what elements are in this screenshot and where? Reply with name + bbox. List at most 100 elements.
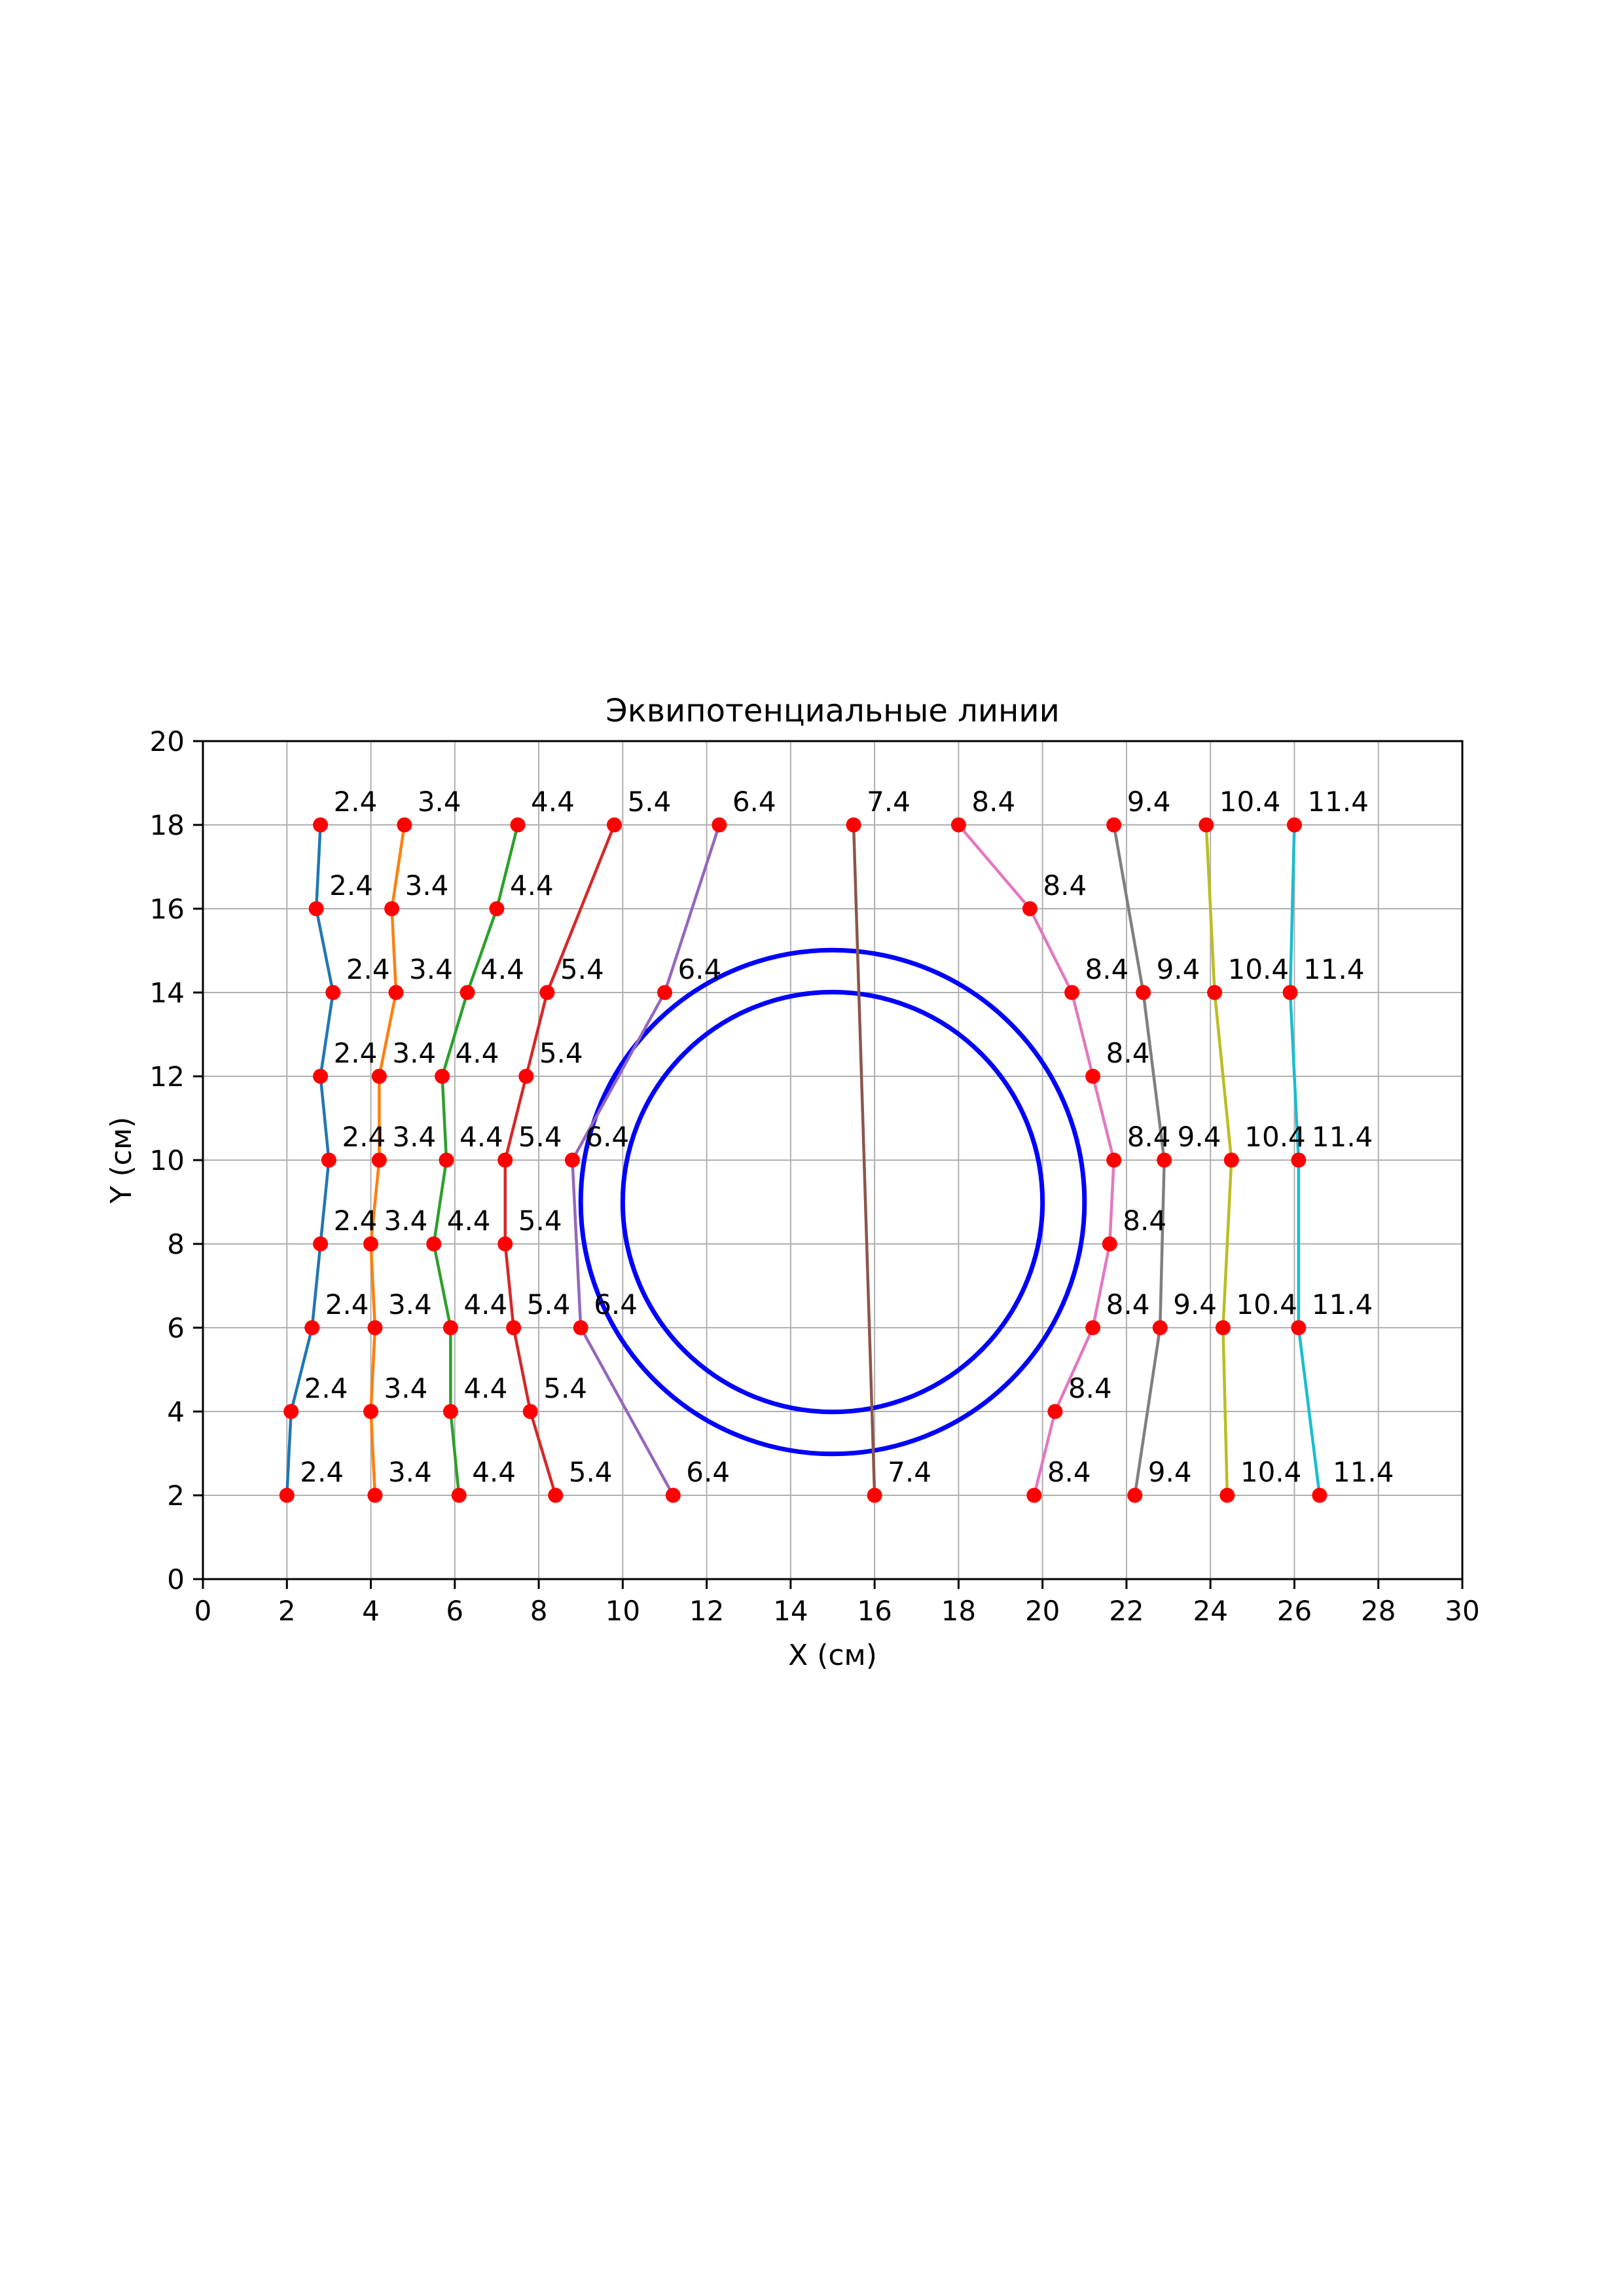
- data-point: [846, 817, 861, 833]
- point-label: 8.4: [1123, 1205, 1166, 1237]
- point-label: 5.4: [518, 1205, 562, 1237]
- series-line-7.4: [852, 824, 876, 1496]
- point-label: 5.4: [539, 1037, 583, 1069]
- y-tick-label: 8: [167, 1228, 185, 1260]
- data-point: [313, 1068, 329, 1084]
- point-label: 2.4: [334, 1037, 378, 1069]
- point-label: 2.4: [334, 1205, 378, 1237]
- x-tick-label: 10: [605, 1595, 640, 1627]
- data-point: [371, 1068, 387, 1084]
- x-tick-label: 2: [278, 1595, 296, 1627]
- point-label: 3.4: [384, 1205, 428, 1237]
- point-label: 5.4: [628, 786, 672, 818]
- x-tick-label: 20: [1025, 1595, 1060, 1627]
- data-point: [1047, 1404, 1063, 1419]
- point-label: 8.4: [1047, 1456, 1091, 1488]
- point-label: 9.4: [1173, 1288, 1217, 1321]
- data-point: [1085, 1320, 1101, 1336]
- x-tick-label: 24: [1193, 1595, 1227, 1627]
- point-label: 11.4: [1303, 953, 1365, 985]
- x-tick-label: 18: [941, 1595, 976, 1627]
- data-point: [451, 1487, 467, 1503]
- data-point: [1282, 985, 1298, 1000]
- point-label: 7.4: [867, 786, 911, 818]
- data-point: [1286, 817, 1302, 833]
- y-tick-label: 12: [150, 1061, 185, 1093]
- x-tick-label: 8: [530, 1595, 548, 1627]
- data-point: [506, 1320, 522, 1336]
- data-point: [1157, 1152, 1172, 1168]
- point-label: 11.4: [1307, 786, 1369, 818]
- data-point: [1215, 1320, 1231, 1336]
- point-label: 4.4: [460, 1121, 503, 1153]
- data-point: [367, 1320, 383, 1336]
- point-label: 2.4: [329, 869, 373, 902]
- x-axis-label: X (см): [788, 1639, 877, 1672]
- data-point: [1102, 1236, 1117, 1252]
- point-label: 5.4: [560, 953, 604, 985]
- point-label: 5.4: [518, 1121, 562, 1153]
- data-point: [397, 817, 412, 833]
- y-tick-label: 10: [150, 1144, 185, 1176]
- tick-labels-layer: 0 2 4 6 8 10 12 14 16 18 20 22 24 26 28 300246810121416…: [150, 725, 1480, 1627]
- point-label: 6.4: [732, 786, 776, 818]
- y-axis-label: Y (см): [105, 1117, 138, 1205]
- data-point: [1291, 1152, 1307, 1168]
- data-point: [1152, 1320, 1168, 1336]
- point-label: 10.4: [1244, 1121, 1306, 1153]
- y-tick-label: 0: [167, 1563, 185, 1595]
- data-point: [867, 1487, 882, 1503]
- point-label: 8.4: [1106, 1037, 1150, 1069]
- point-label: 3.4: [388, 1288, 432, 1321]
- point-label: 4.4: [531, 786, 575, 818]
- data-point: [308, 901, 324, 917]
- x-tick-label: 26: [1277, 1595, 1312, 1627]
- data-point: [657, 985, 672, 1000]
- data-point: [1219, 1487, 1235, 1503]
- point-label: 3.4: [405, 869, 449, 902]
- data-point: [1207, 985, 1223, 1000]
- y-tick-label: 2: [167, 1480, 185, 1512]
- data-point: [607, 817, 623, 833]
- x-tick-label: 22: [1109, 1595, 1144, 1627]
- point-label: 10.4: [1240, 1456, 1302, 1488]
- data-point: [313, 817, 329, 833]
- data-point: [1106, 1152, 1122, 1168]
- point-label: 11.4: [1312, 1121, 1373, 1153]
- data-point: [363, 1404, 379, 1419]
- point-label: 5.4: [569, 1456, 613, 1488]
- data-point: [1127, 1487, 1143, 1503]
- ticks-layer: [193, 740, 1464, 1589]
- data-point: [564, 1152, 580, 1168]
- series-line-5.4: [503, 824, 616, 1496]
- boundary-circle-inner: [620, 989, 1045, 1415]
- data-point: [497, 1236, 513, 1252]
- point-label: 4.4: [463, 1288, 507, 1321]
- point-label: 9.4: [1127, 786, 1171, 818]
- point-label: 4.4: [510, 869, 554, 902]
- data-point: [313, 1236, 329, 1252]
- point-label: 2.4: [346, 953, 390, 985]
- point-labels-layer: 2.42.42.42.42.42.42.42.42.43.43.43.43.43…: [300, 786, 1394, 1488]
- data-point: [539, 985, 555, 1000]
- point-label: 6.4: [677, 953, 721, 985]
- data-point: [1312, 1487, 1327, 1503]
- data-point: [304, 1320, 320, 1336]
- data-point: [665, 1487, 681, 1503]
- point-label: 2.4: [300, 1456, 344, 1488]
- data-point: [426, 1236, 442, 1252]
- data-point: [1136, 985, 1151, 1000]
- boundary-circle-outer: [578, 947, 1087, 1457]
- data-point: [712, 817, 727, 833]
- chart-title: Эквипотенциальные линии: [605, 693, 1060, 729]
- markers-layer: [279, 817, 1327, 1503]
- point-label: 4.4: [456, 1037, 499, 1069]
- circles-layer: [578, 947, 1087, 1457]
- point-label: 6.4: [686, 1456, 730, 1488]
- data-point: [1026, 1487, 1042, 1503]
- x-tick-label: 4: [362, 1595, 380, 1627]
- data-point: [1022, 901, 1038, 917]
- x-tick-label: 0: [194, 1595, 212, 1627]
- point-label: 3.4: [384, 1372, 428, 1404]
- data-point: [283, 1404, 299, 1419]
